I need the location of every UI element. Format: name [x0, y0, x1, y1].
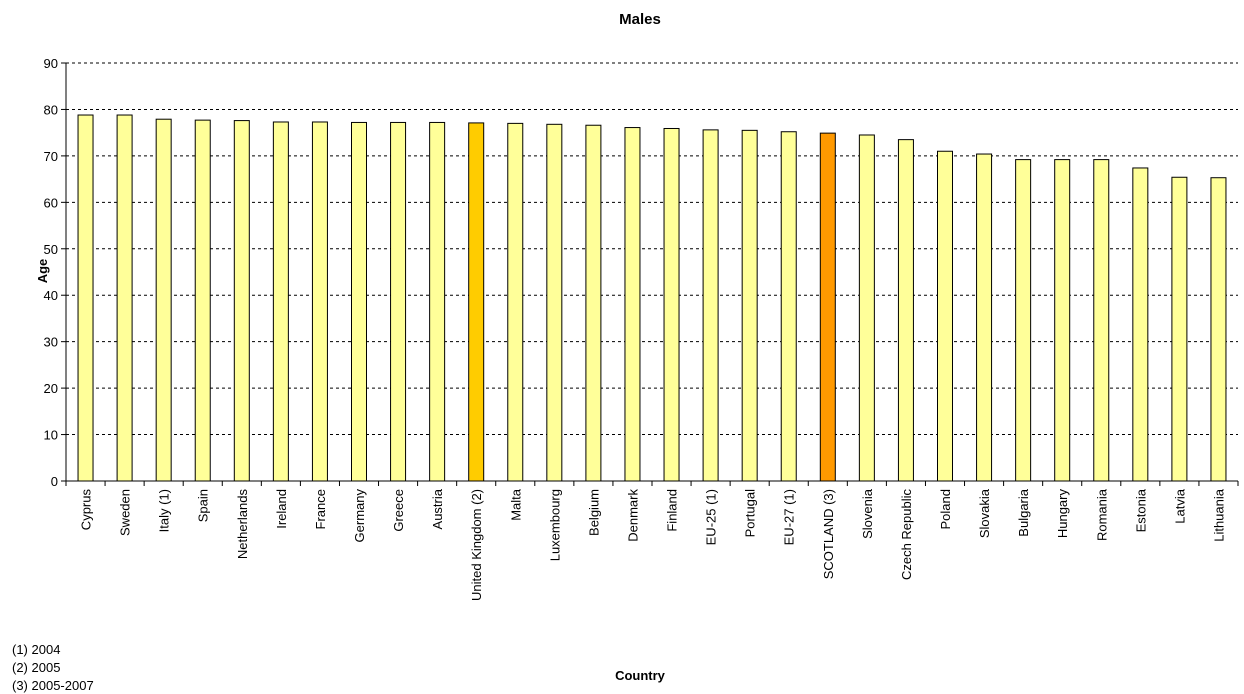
bar-poland	[937, 150, 953, 482]
bar-latvia	[1171, 176, 1188, 482]
x-tick-label: Latvia	[1172, 488, 1187, 523]
x-tick-label: Estonia	[1133, 488, 1148, 532]
x-tick-label: Denmark	[625, 489, 640, 542]
x-tick-labels: Cyprus Sweden Italy (1) Spain Netherlands Ire…	[79, 488, 1227, 601]
bar-estonia	[1132, 167, 1149, 482]
bar-lithuania	[1210, 177, 1227, 482]
x-axis-title: Country	[615, 668, 666, 683]
y-tick-label: 30	[44, 335, 58, 350]
x-tick-label: Spain	[196, 489, 211, 522]
bar-romania	[1093, 159, 1110, 482]
bar-slovakia	[976, 153, 993, 482]
y-tick-label: 70	[44, 149, 58, 164]
x-tick-label: EU-25 (1)	[704, 489, 719, 545]
y-tick-labels: 0 10 20 30 40 50 60 70 80 90	[44, 56, 58, 489]
x-tick-label: Ireland	[274, 489, 289, 529]
bar-austria	[429, 121, 446, 482]
y-tick-label: 10	[44, 428, 58, 443]
bar-czech-republic	[897, 139, 914, 482]
x-tick-label: EU-27 (1)	[782, 489, 797, 545]
x-tick-label: Bulgaria	[1016, 488, 1031, 536]
y-tick-label: 80	[44, 102, 58, 117]
bar-bulgaria	[1015, 159, 1032, 482]
bar-united-kingdom-2	[468, 122, 485, 482]
bar-italy-1	[155, 118, 172, 482]
y-tick-label: 90	[44, 56, 58, 71]
x-tick-label: Greece	[391, 489, 406, 532]
x-tick-label: Cyprus	[79, 489, 94, 531]
bar-eu-25-1	[702, 129, 719, 482]
x-tick-label: Germany	[352, 489, 367, 543]
x-tick-label: Italy (1)	[157, 489, 172, 532]
x-tick-label: Portugal	[743, 489, 758, 538]
x-tick-label: Luxembourg	[547, 489, 562, 561]
bar-denmark	[624, 127, 641, 482]
bar-france	[311, 121, 328, 482]
bar-hungary	[1054, 159, 1071, 482]
x-tick-label: Netherlands	[235, 489, 250, 560]
bar-sweden	[116, 114, 133, 482]
x-tick-label: Slovakia	[977, 488, 992, 538]
bar-malta	[507, 122, 524, 482]
y-tick-label: 40	[44, 288, 58, 303]
footnote-1: (1) 2004	[12, 642, 61, 657]
bar-slovenia	[858, 134, 875, 482]
footnote-2: (2) 2005	[12, 660, 61, 675]
y-tick-label: 60	[44, 195, 58, 210]
y-tick-label: 0	[51, 474, 58, 489]
bar-ireland	[272, 121, 289, 482]
x-tick-label: Slovenia	[860, 488, 875, 539]
x-tick-label: Poland	[938, 489, 953, 529]
bar-cyprus	[77, 114, 94, 482]
bar-portugal	[741, 129, 758, 482]
x-tick-label: Lithuania	[1211, 488, 1226, 542]
x-tick-label: France	[313, 489, 328, 529]
bar-spain	[194, 119, 211, 482]
bar-finland	[663, 127, 680, 482]
footnote-3: (3) 2005-2007	[12, 678, 94, 693]
bar-eu-27-1	[780, 131, 797, 482]
x-tick-label: Finland	[665, 489, 680, 532]
bar-scotland-3	[819, 132, 836, 482]
bar-germany	[351, 121, 367, 482]
x-tick-label: Hungary	[1055, 489, 1070, 539]
bar-luxembourg	[546, 123, 563, 482]
x-tick-label: SCOTLAND (3)	[821, 489, 836, 579]
bar-greece	[390, 121, 407, 482]
x-tick-label: Malta	[508, 488, 523, 521]
bar-netherlands	[233, 120, 250, 482]
x-tick-label: Romania	[1094, 488, 1109, 541]
x-tick-label: Austria	[430, 488, 445, 529]
x-tick-label: United Kingdom (2)	[469, 489, 484, 601]
bar-belgium	[585, 124, 602, 482]
x-tick-label: Sweden	[118, 489, 133, 536]
bars	[77, 114, 1227, 482]
axes	[61, 62, 1239, 486]
y-tick-label: 20	[44, 381, 58, 396]
x-tick-label: Czech Republic	[899, 489, 914, 581]
chart-title: Males	[619, 11, 661, 28]
y-axis-title: Age	[35, 259, 50, 284]
y-tick-label: 50	[44, 242, 58, 257]
x-tick-label: Belgium	[586, 489, 601, 536]
